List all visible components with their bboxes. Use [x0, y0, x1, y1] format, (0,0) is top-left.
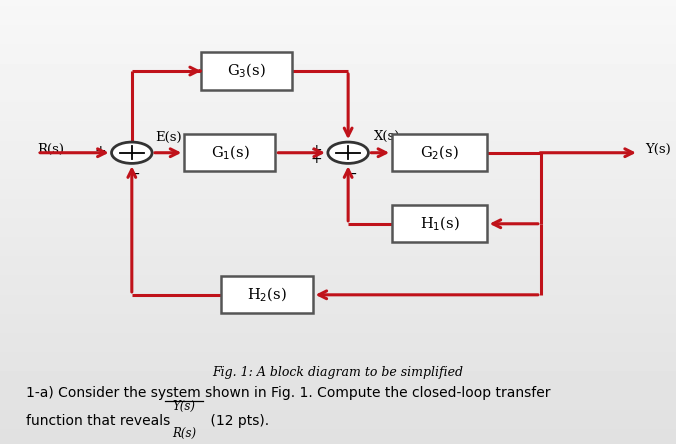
Text: Y(s): Y(s) — [646, 143, 671, 156]
Text: −: − — [345, 167, 357, 181]
Circle shape — [328, 142, 368, 163]
Text: H$_1$(s): H$_1$(s) — [420, 214, 459, 233]
Text: Y(s): Y(s) — [172, 400, 195, 413]
Text: +: + — [311, 143, 322, 157]
Text: E(s): E(s) — [155, 131, 181, 144]
Text: Fig. 1: A block diagram to be simplified: Fig. 1: A block diagram to be simplified — [212, 366, 464, 379]
Bar — [184, 134, 276, 171]
Circle shape — [112, 142, 152, 163]
Bar — [222, 276, 312, 313]
Text: function that reveals: function that reveals — [26, 414, 174, 428]
Text: −: − — [128, 167, 140, 181]
Text: R(s): R(s) — [37, 143, 64, 156]
Text: H$_2$(s): H$_2$(s) — [247, 285, 287, 304]
Text: +: + — [95, 144, 106, 158]
Text: X(s): X(s) — [374, 130, 400, 143]
Text: G$_3$(s): G$_3$(s) — [227, 62, 266, 80]
Text: +: + — [311, 152, 322, 166]
Text: G$_1$(s): G$_1$(s) — [210, 143, 249, 162]
Bar — [392, 134, 487, 171]
Text: 1-a) Consider the system shown in Fig. 1. Compute the closed-loop transfer: 1-a) Consider the system shown in Fig. 1… — [26, 386, 550, 400]
Text: G$_2$(s): G$_2$(s) — [420, 143, 459, 162]
Bar — [201, 52, 292, 90]
Bar — [392, 205, 487, 242]
Text: R(s): R(s) — [172, 427, 196, 440]
Text: (12 pts).: (12 pts). — [206, 414, 268, 428]
